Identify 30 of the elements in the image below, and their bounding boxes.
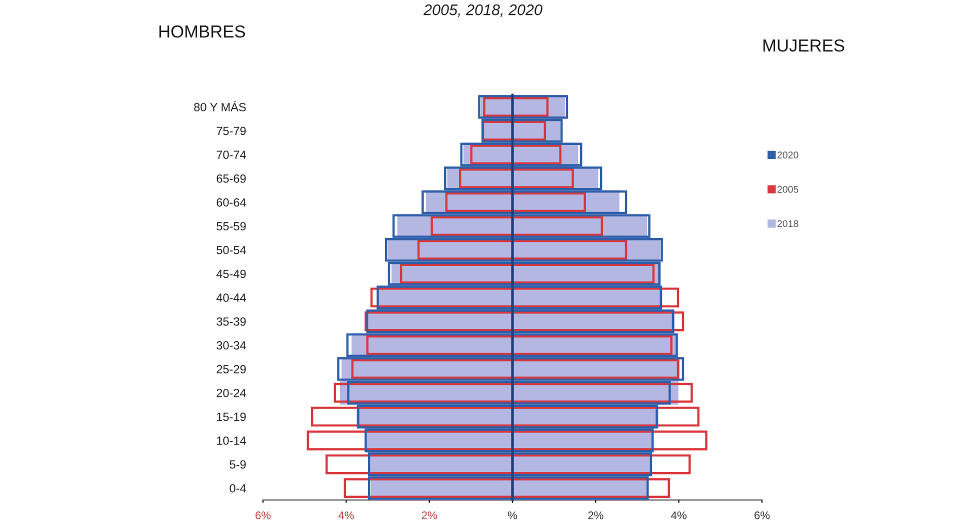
text: MUJERES (763, 39, 844, 52)
x-tick-label: 6% (256, 511, 271, 520)
y-tick-label: 10-14 (217, 436, 246, 445)
y-tick-label: 70-74 (216, 150, 246, 159)
y-tick-label: 15-19 (217, 412, 246, 422)
y-tick-label: 25-29 (216, 365, 246, 374)
text: HOMBRES (159, 25, 245, 38)
x-tick-label: 4% (671, 511, 686, 520)
y-tick-label: 60-64 (216, 198, 246, 207)
y-tick-label: 30-34 (216, 341, 246, 350)
y-tick-label: 80 Y MÁS (194, 100, 246, 112)
legend-label: 2018 (777, 220, 798, 228)
y-tick-label: 0-4 (230, 484, 246, 492)
y-tick-label: 20-24 (216, 388, 246, 398)
x-tick-label: % (508, 511, 518, 520)
x-tick-label: 6% (754, 511, 770, 520)
y-tick-label: 75-79 (216, 126, 246, 136)
x-tick-label: 2% (588, 511, 604, 520)
y-tick-label: 55-59 (216, 222, 246, 230)
y-tick-label: 40-44 (216, 294, 246, 302)
y-tick-label: 50-54 (216, 246, 246, 254)
chart-title: 2005, 2018, 2020 (423, 4, 542, 18)
y-tick-label: 45-49 (216, 270, 246, 278)
x-tick-label: 4% (338, 511, 354, 520)
legend-label: 2020 (777, 152, 798, 158)
y-tick-label: 5-9 (230, 460, 246, 469)
legend-label: 2005 (777, 186, 798, 193)
y-tick-label: 65-69 (216, 174, 246, 183)
y-tick-label: 35-39 (216, 317, 246, 326)
x-tick-label: 2% (422, 511, 437, 520)
